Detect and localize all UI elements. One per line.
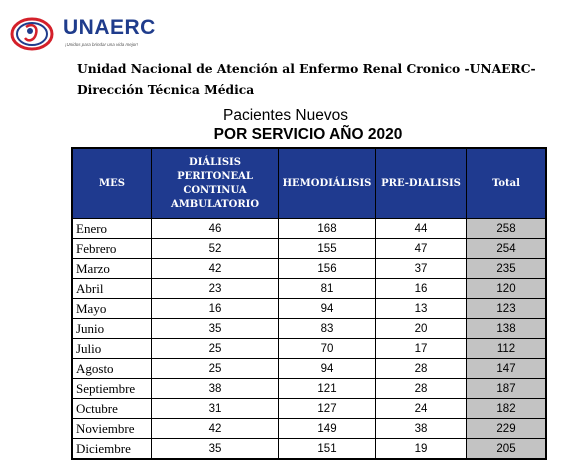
month-cell: Septiembre (71, 378, 152, 399)
pre-dialisis-cell: 38 (375, 418, 467, 439)
hemodialisis-cell: 94 (278, 298, 376, 319)
pre-dialisis-cell: 19 (375, 438, 467, 460)
total-cell: 235 (466, 258, 547, 279)
logo-tagline: ¡Unidos para brindar una vida mejor! (65, 42, 139, 47)
total-cell: 187 (466, 378, 547, 399)
dpca-cell: 38 (151, 378, 279, 399)
month-cell: Agosto (71, 358, 152, 379)
pre-dialisis-cell: 37 (375, 258, 467, 279)
month-cell: Abril (71, 278, 152, 299)
report-subtitle: POR SERVICIO AÑO 2020 (213, 126, 403, 143)
column-header-hemodialisis: HEMODIÁLISIS (278, 147, 376, 219)
column-header-total: Total (466, 147, 547, 219)
hemodialisis-cell: 70 (278, 338, 376, 359)
pre-dialisis-cell: 28 (375, 378, 467, 399)
table-body: Enero 46 168 44 258 Febrero 52 155 47 254 Marzo 42 1… (71, 218, 547, 460)
total-cell: 147 (466, 358, 547, 379)
hemodialisis-cell: 127 (278, 398, 376, 419)
dpca-cell: 42 (151, 418, 279, 439)
month-cell: Noviembre (71, 418, 152, 439)
hemodialisis-cell: 81 (278, 278, 376, 299)
total-cell: 258 (466, 218, 547, 239)
pre-dialisis-cell: 47 (375, 238, 467, 259)
table-row: Marzo 42 156 37 235 (71, 258, 547, 279)
total-cell: 254 (466, 238, 547, 259)
column-header-dpca: DIÁLISIS PERITONEAL CONTINUA AMBULATORIO (151, 147, 279, 219)
dpca-cell: 25 (151, 358, 279, 379)
total-cell: 182 (466, 398, 547, 419)
hemodialisis-cell: 149 (278, 418, 376, 439)
dpca-cell: 35 (151, 438, 279, 460)
total-cell: 205 (466, 438, 547, 460)
total-cell: 120 (466, 278, 547, 299)
hemodialisis-cell: 155 (278, 238, 376, 259)
table-row: Octubre 31 127 24 182 (71, 398, 547, 419)
table-row: Noviembre 42 149 38 229 (71, 418, 547, 439)
month-cell: Octubre (71, 398, 152, 419)
hemodialisis-cell: 151 (278, 438, 376, 460)
pre-dialisis-cell: 16 (375, 278, 467, 299)
pre-dialisis-cell: 28 (375, 358, 467, 379)
dpca-cell: 42 (151, 258, 279, 279)
table-row: Enero 46 168 44 258 (71, 218, 547, 239)
dpca-cell: 46 (151, 218, 279, 239)
month-cell: Enero (71, 218, 152, 239)
month-cell: Febrero (71, 238, 152, 259)
hemodialisis-cell: 168 (278, 218, 376, 239)
dpca-cell: 31 (151, 398, 279, 419)
hemodialisis-cell: 94 (278, 358, 376, 379)
table-row: Septiembre 38 121 28 187 (71, 378, 547, 399)
table-row: Mayo 16 94 13 123 (71, 298, 547, 319)
month-cell: Marzo (71, 258, 152, 279)
hemodialisis-cell: 156 (278, 258, 376, 279)
pre-dialisis-cell: 44 (375, 218, 467, 239)
table-row: Diciembre 35 151 19 205 (71, 438, 547, 460)
unaerc-logo: UNAERC ¡Unidos para brindar una vida mej… (8, 14, 168, 54)
total-cell: 112 (466, 338, 547, 359)
month-cell: Mayo (71, 298, 152, 319)
total-cell: 123 (466, 298, 547, 319)
kidney-ribbon-icon (10, 17, 54, 51)
column-header-mes: MES (71, 147, 152, 219)
dpca-cell: 23 (151, 278, 279, 299)
table-header-row: MES DIÁLISIS PERITONEAL CONTINUA AMBULAT… (71, 147, 547, 219)
pre-dialisis-cell: 13 (375, 298, 467, 319)
pre-dialisis-cell: 20 (375, 318, 467, 339)
table-row: Junio 35 83 20 138 (71, 318, 547, 339)
org-name: Unidad Nacional de Atención al Enfermo R… (77, 61, 536, 76)
table-row: Febrero 52 155 47 254 (71, 238, 547, 259)
dpca-cell: 52 (151, 238, 279, 259)
month-cell: Diciembre (71, 438, 152, 460)
table-row: Julio 25 70 17 112 (71, 338, 547, 359)
table-row: Agosto 25 94 28 147 (71, 358, 547, 379)
month-cell: Junio (71, 318, 152, 339)
dpca-cell: 35 (151, 318, 279, 339)
column-header-pre-dialisis: PRE-DIALISIS (375, 147, 467, 219)
pre-dialisis-cell: 17 (375, 338, 467, 359)
patients-table: MES DIÁLISIS PERITONEAL CONTINUA AMBULAT… (71, 147, 547, 460)
total-cell: 138 (466, 318, 547, 339)
month-cell: Julio (71, 338, 152, 359)
report-title: Pacientes Nuevos (223, 107, 348, 124)
dpca-cell: 16 (151, 298, 279, 319)
total-cell: 229 (466, 418, 547, 439)
dpca-cell: 25 (151, 338, 279, 359)
logo-name: UNAERC (63, 16, 156, 39)
hemodialisis-cell: 83 (278, 318, 376, 339)
organization-header: Unidad Nacional de Atención al Enfermo R… (77, 58, 536, 100)
pre-dialisis-cell: 24 (375, 398, 467, 419)
hemodialisis-cell: 121 (278, 378, 376, 399)
org-department: Dirección Técnica Médica (77, 82, 255, 97)
table-row: Abril 23 81 16 120 (71, 278, 547, 299)
